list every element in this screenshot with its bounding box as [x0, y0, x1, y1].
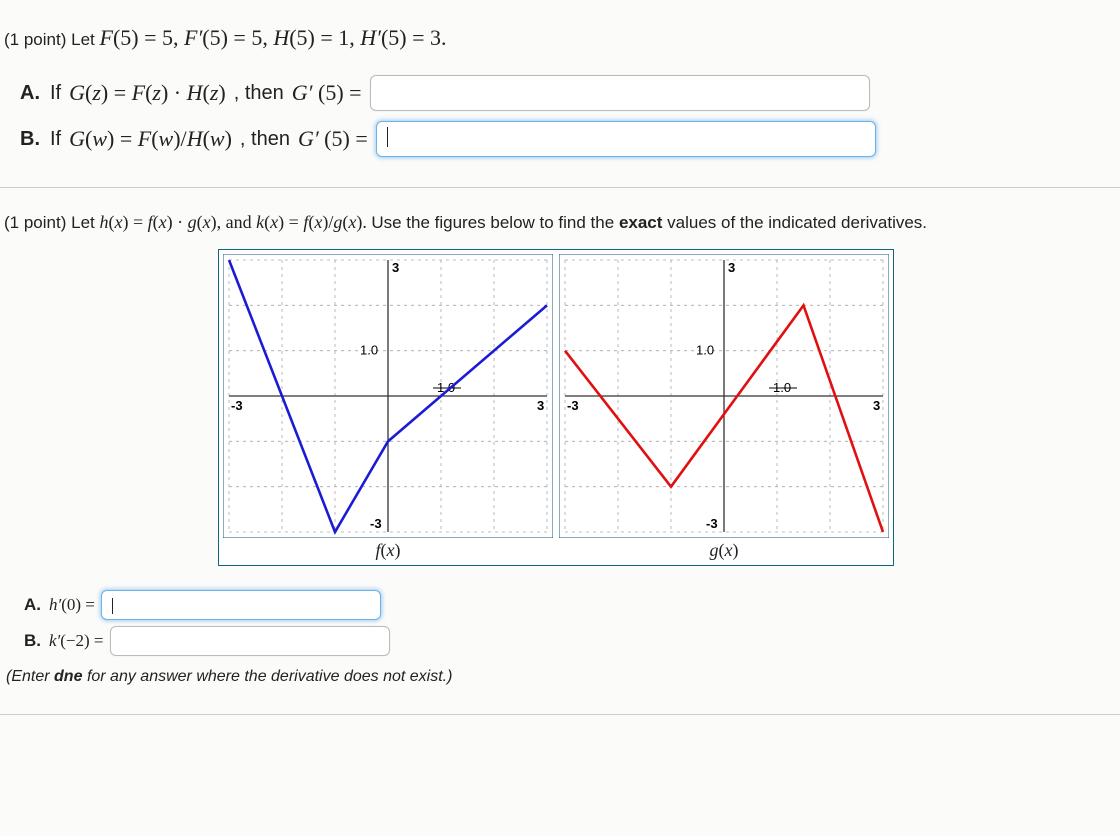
svg-text:3: 3 — [728, 260, 735, 275]
points-label-2: (1 point) — [4, 213, 66, 232]
part-a-row: A. If G(z) = F(z) · H(z) , then G′ (5) = — [20, 75, 1108, 111]
svg-text:3: 3 — [392, 260, 399, 275]
part-a-if: If — [50, 82, 61, 105]
intro-text: Let — [71, 30, 95, 49]
figure-g-cell: 3-3-331.01.0 g(x) — [559, 254, 889, 561]
answer-input-2a[interactable] — [101, 590, 381, 620]
note-bold: dne — [54, 668, 82, 685]
text-cursor-icon — [112, 598, 113, 614]
part-b-if: If — [50, 128, 61, 151]
part-b-row: B. If G(w) = F(w)/H(w) , then G′ (5) = — [20, 121, 1108, 157]
figure-f-caption: f(x) — [375, 540, 400, 561]
answer-input-1a[interactable] — [370, 75, 870, 111]
svg-text:-3: -3 — [706, 516, 718, 531]
part-2b-lhs: k′(−2) = — [49, 631, 104, 651]
figure-g-chart: 3-3-331.01.0 — [559, 254, 889, 538]
tail2: values of the indicated derivatives. — [667, 213, 927, 232]
problem-1: (1 point) Let F(5) = 5, F′(5) = 5, H(5) … — [0, 0, 1120, 188]
problem-1-prompt: (1 point) Let F(5) = 5, F′(5) = 5, H(5) … — [4, 20, 1108, 55]
answer-input-1b[interactable] — [376, 121, 876, 157]
figure-f-cell: 3-3-331.01.0 f(x) — [223, 254, 553, 561]
part-2a-row: A. h′(0) = — [24, 590, 1108, 620]
part-a-comma: , then — [234, 82, 284, 105]
problem-2-prompt: (1 point) Let h(x) = f(x) · g(x), and k(… — [4, 208, 1108, 237]
text-cursor-icon — [387, 127, 388, 147]
svg-text:-3: -3 — [370, 516, 382, 531]
points-label: (1 point) — [4, 30, 66, 49]
note-prefix: (Enter — [6, 668, 50, 685]
problem-2: (1 point) Let h(x) = f(x) · g(x), and k(… — [0, 188, 1120, 715]
svg-text:1.0: 1.0 — [360, 343, 378, 358]
part-a-result: G′ (5) = — [292, 80, 362, 106]
svg-text:-3: -3 — [231, 398, 243, 413]
part-b-label: B. — [20, 128, 40, 151]
part-2b-row: B. k′(−2) = — [24, 626, 1108, 656]
part-2b-label: B. — [24, 631, 41, 651]
answer-input-2b[interactable] — [110, 626, 390, 656]
part-a-equation: G(z) = F(z) · H(z) — [69, 80, 226, 106]
part-b-result: G′ (5) = — [298, 126, 368, 152]
svg-text:3: 3 — [873, 398, 880, 413]
exact-word: exact — [619, 213, 662, 232]
part-a-label: A. — [20, 82, 40, 105]
part-b-comma: , then — [240, 128, 290, 151]
tail: Use the figures below to find the — [371, 213, 614, 232]
given-values: F(5) = 5, F′(5) = 5, H(5) = 1, H′(5) = 3… — [99, 25, 446, 50]
svg-text:1.0: 1.0 — [696, 343, 714, 358]
intro-text-2: Let — [71, 213, 95, 232]
part-b-equation: G(w) = F(w)/H(w) — [69, 126, 232, 152]
figure-f-chart: 3-3-331.01.0 — [223, 254, 553, 538]
figure-g-caption: g(x) — [710, 540, 739, 561]
part-2a-label: A. — [24, 595, 41, 615]
defs: h(x) = f(x) · g(x), and k(x) = f(x)/g(x)… — [99, 212, 371, 232]
svg-text:-3: -3 — [567, 398, 579, 413]
figures-container: 3-3-331.01.0 f(x) 3-3-331.01.0 g(x) — [4, 249, 1108, 566]
note-suffix: for any answer where the derivative does… — [87, 668, 453, 685]
dne-note: (Enter dne for any answer where the deri… — [6, 668, 1108, 686]
figures-frame: 3-3-331.01.0 f(x) 3-3-331.01.0 g(x) — [218, 249, 894, 566]
part-2a-lhs: h′(0) = — [49, 595, 95, 615]
svg-text:3: 3 — [537, 398, 544, 413]
